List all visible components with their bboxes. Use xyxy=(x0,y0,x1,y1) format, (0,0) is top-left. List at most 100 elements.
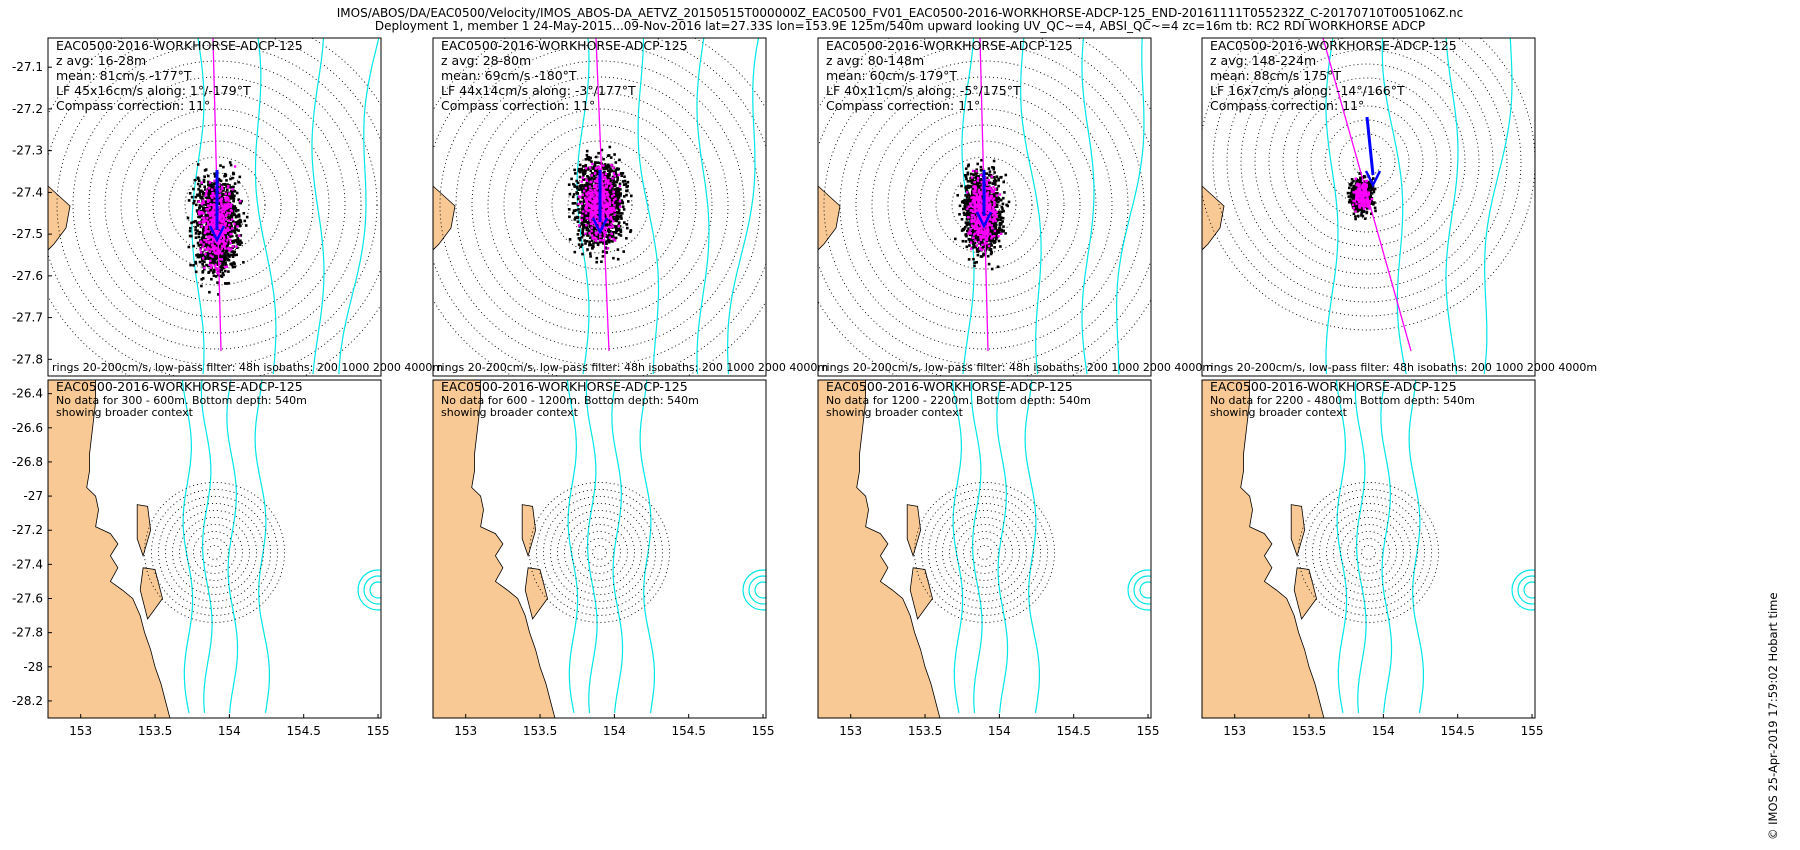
lowpass-point xyxy=(590,191,593,195)
raw-point xyxy=(232,185,235,189)
raw-point xyxy=(235,234,238,237)
lowpass-point xyxy=(197,210,201,213)
lowpass-point xyxy=(603,194,606,197)
raw-point xyxy=(965,218,969,221)
axes-frame xyxy=(47,37,382,377)
lowpass-point xyxy=(223,244,226,247)
raw-point xyxy=(208,216,211,219)
lowpass-point xyxy=(611,208,615,211)
raw-point xyxy=(219,274,223,278)
raw-point xyxy=(993,171,996,174)
raw-point xyxy=(987,181,991,185)
lowpass-point xyxy=(611,195,614,198)
lowpass-point xyxy=(212,193,215,196)
lowpass-point xyxy=(593,184,596,187)
raw-point xyxy=(235,191,239,195)
raw-point xyxy=(607,234,611,237)
raw-point xyxy=(226,222,229,226)
lowpass-point xyxy=(598,168,601,171)
speed-ring xyxy=(120,108,314,302)
lowpass-point xyxy=(594,171,597,175)
raw-point xyxy=(985,247,988,251)
raw-point xyxy=(1002,229,1005,233)
lowpass-point xyxy=(607,181,610,184)
raw-point xyxy=(986,254,990,258)
lowpass-point xyxy=(608,236,612,239)
lowpass-point xyxy=(204,230,207,234)
lowpass-point xyxy=(595,188,598,191)
lowpass-point xyxy=(603,234,607,237)
raw-point xyxy=(595,260,598,264)
raw-point xyxy=(624,182,628,186)
lowpass-point xyxy=(977,176,980,180)
lowpass-point xyxy=(212,246,215,249)
raw-point xyxy=(222,189,225,192)
lowpass-point xyxy=(975,209,979,212)
raw-point xyxy=(224,172,227,176)
speed-ring xyxy=(471,76,729,334)
lowpass-point xyxy=(600,194,604,197)
lowpass-point xyxy=(206,200,210,204)
raw-point xyxy=(590,239,594,242)
lowpass-point xyxy=(218,262,222,265)
raw-point xyxy=(578,175,582,179)
lowpass-point xyxy=(199,251,203,254)
raw-point xyxy=(981,246,984,250)
lowpass-point xyxy=(593,203,596,207)
raw-point xyxy=(192,220,196,224)
raw-point xyxy=(223,253,226,257)
raw-point xyxy=(995,236,998,239)
raw-point xyxy=(619,215,623,219)
lowpass-point xyxy=(213,199,216,202)
raw-point xyxy=(202,253,206,257)
raw-point xyxy=(233,253,237,257)
raw-point xyxy=(575,185,579,189)
lowpass-point xyxy=(224,224,227,228)
raw-point xyxy=(226,194,230,198)
lowpass-point xyxy=(222,210,225,214)
raw-point xyxy=(613,230,617,234)
raw-point xyxy=(966,209,970,213)
lowpass-point xyxy=(220,210,224,213)
raw-point xyxy=(209,183,213,186)
raw-point xyxy=(582,217,585,220)
lowpass-point xyxy=(591,206,594,210)
raw-point xyxy=(619,234,623,237)
lowpass-point xyxy=(226,186,230,189)
lowpass-point xyxy=(206,216,209,220)
raw-point xyxy=(990,267,994,271)
lowpass-point xyxy=(609,215,613,219)
lowpass-point xyxy=(596,180,599,183)
raw-point xyxy=(623,179,627,183)
raw-point xyxy=(227,258,231,262)
lowpass-point xyxy=(213,265,216,268)
raw-point xyxy=(567,183,571,186)
lowpass-point xyxy=(226,206,229,210)
lowpass-point xyxy=(210,212,213,215)
raw-point xyxy=(619,228,623,231)
raw-point xyxy=(609,190,613,194)
lowpass-point xyxy=(584,232,587,235)
raw-point xyxy=(588,158,591,162)
lowpass-point xyxy=(602,206,606,209)
raw-point xyxy=(606,236,610,239)
lowpass-point xyxy=(205,219,208,222)
speed-ring xyxy=(104,92,330,318)
lowpass-point xyxy=(227,205,231,209)
raw-point xyxy=(195,254,198,257)
raw-point xyxy=(203,267,206,271)
raw-point xyxy=(193,199,196,203)
lowpass-point xyxy=(210,248,213,251)
lowpass-point xyxy=(226,211,229,215)
lowpass-point xyxy=(221,207,224,211)
lowpass-point xyxy=(585,200,588,203)
lowpass-point xyxy=(231,188,234,191)
lowpass-point xyxy=(605,184,608,188)
raw-point xyxy=(625,237,628,240)
raw-point xyxy=(623,221,626,224)
raw-point xyxy=(207,180,210,184)
lowpass-point xyxy=(227,185,230,188)
raw-point xyxy=(197,235,201,239)
raw-point xyxy=(231,253,234,257)
raw-point xyxy=(229,253,233,257)
